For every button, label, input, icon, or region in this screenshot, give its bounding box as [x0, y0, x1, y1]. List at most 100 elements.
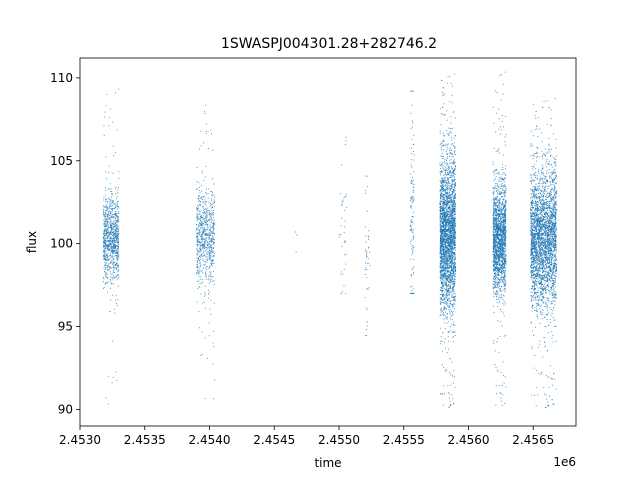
data-point	[203, 242, 205, 244]
data-point	[449, 278, 451, 280]
data-point	[447, 163, 449, 165]
data-point	[439, 229, 441, 231]
data-point	[449, 280, 451, 282]
data-point	[448, 191, 450, 193]
data-point	[443, 200, 445, 202]
data-point	[110, 200, 111, 202]
data-point	[204, 254, 206, 256]
data-point	[206, 265, 208, 267]
data-point	[452, 168, 454, 170]
data-point	[204, 241, 206, 243]
data-point	[104, 228, 106, 230]
data-point	[107, 224, 109, 226]
data-point	[201, 238, 203, 240]
data-point	[205, 229, 207, 231]
data-point	[446, 275, 448, 277]
data-point	[198, 232, 200, 234]
data-point	[410, 164, 412, 166]
data-point	[117, 200, 119, 202]
data-point	[117, 225, 119, 227]
data-point	[209, 279, 211, 281]
data-point	[444, 189, 446, 191]
data-point	[211, 238, 213, 240]
data-point	[208, 275, 210, 277]
data-point	[447, 171, 449, 173]
data-point	[213, 199, 215, 201]
data-point	[442, 226, 444, 228]
data-point	[196, 219, 198, 221]
data-point	[451, 234, 453, 236]
data-point	[441, 283, 443, 285]
data-point	[196, 244, 198, 246]
data-point	[450, 219, 452, 221]
data-point	[200, 249, 202, 251]
data-point	[212, 363, 214, 365]
data-point	[442, 350, 444, 352]
data-point	[201, 354, 203, 356]
data-point	[340, 292, 342, 294]
data-point	[454, 117, 456, 119]
data-point	[452, 270, 454, 272]
data-point	[108, 243, 110, 245]
data-point	[211, 241, 213, 243]
data-point	[448, 284, 450, 286]
data-point	[444, 230, 446, 232]
data-point	[447, 185, 449, 187]
data-point	[440, 263, 442, 265]
data-point	[105, 233, 107, 235]
data-point	[451, 270, 453, 272]
data-point	[454, 184, 456, 186]
data-point	[110, 199, 112, 201]
data-point	[115, 223, 117, 225]
data-point	[451, 233, 453, 235]
data-point	[442, 251, 444, 253]
data-point	[443, 385, 445, 387]
data-point	[443, 139, 445, 141]
data-point	[445, 224, 447, 226]
data-point	[447, 248, 449, 250]
data-point	[440, 221, 442, 223]
data-point	[448, 254, 450, 256]
data-point	[446, 278, 448, 280]
data-point	[107, 232, 109, 234]
data-point	[445, 223, 447, 225]
data-point	[444, 253, 446, 255]
data-point	[446, 226, 448, 228]
data-point	[366, 175, 368, 177]
data-point	[343, 241, 345, 243]
data-point	[444, 262, 446, 264]
data-point	[502, 192, 504, 194]
data-point	[208, 188, 210, 190]
data-point	[111, 226, 113, 228]
data-point	[106, 241, 108, 243]
data-point	[201, 222, 203, 224]
data-point	[444, 307, 446, 309]
data-point	[448, 290, 450, 292]
data-point	[451, 214, 453, 216]
data-point	[107, 264, 109, 266]
data-point	[445, 185, 447, 187]
data-point	[111, 188, 113, 190]
data-point	[451, 258, 453, 260]
data-point	[441, 198, 443, 200]
data-point	[206, 244, 208, 246]
data-point	[198, 280, 200, 282]
data-point	[441, 165, 443, 167]
data-point	[439, 264, 441, 266]
data-point	[440, 182, 442, 184]
data-point	[106, 93, 108, 95]
data-point	[113, 250, 115, 252]
data-point	[211, 259, 213, 261]
data-point	[111, 209, 113, 211]
data-point	[447, 234, 449, 236]
data-point	[441, 273, 443, 275]
data-point	[118, 254, 120, 256]
data-point	[454, 204, 456, 206]
data-point	[499, 202, 501, 204]
data-point	[200, 145, 202, 147]
data-point	[451, 196, 453, 198]
data-point	[454, 376, 456, 378]
data-point	[449, 272, 451, 274]
data-point	[448, 406, 450, 408]
data-point	[449, 274, 451, 276]
